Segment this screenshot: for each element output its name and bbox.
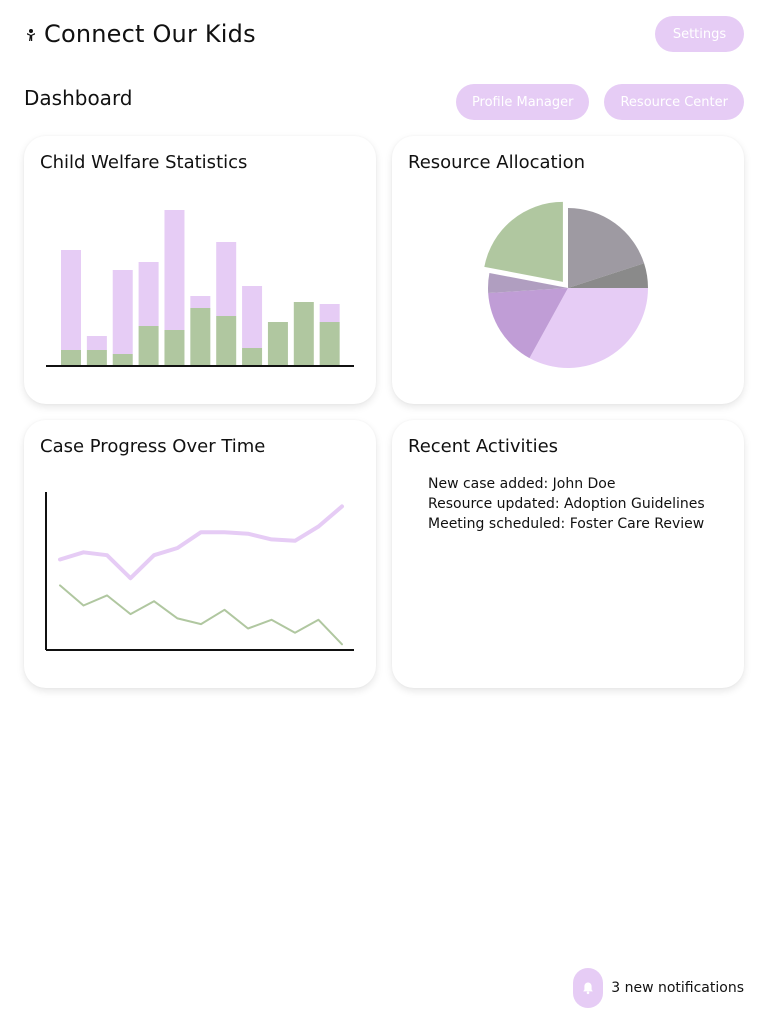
bar-segment: [61, 350, 81, 366]
series-line: [59, 584, 343, 646]
activity-item[interactable]: Meeting scheduled: Foster Care Review: [428, 516, 705, 532]
bar-segment: [242, 348, 263, 366]
bar-segment: [164, 210, 185, 330]
brand[interactable]: Connect Our Kids: [24, 16, 256, 52]
resource-center-button[interactable]: Resource Center: [604, 84, 744, 120]
case-progress-card: Case Progress Over Time: [24, 420, 376, 688]
series-line: [58, 504, 344, 581]
bar-segment: [267, 322, 288, 366]
child-welfare-bar-chart: [46, 210, 354, 367]
app-title: Connect Our Kids: [44, 20, 256, 48]
child-welfare-card: Child Welfare Statistics: [24, 136, 376, 404]
bar-segment: [190, 296, 211, 308]
pie-slice: [568, 263, 648, 288]
bar-segment: [61, 250, 81, 350]
settings-button[interactable]: Settings: [655, 16, 744, 52]
activity-item[interactable]: New case added: John Doe: [428, 476, 616, 492]
resource-allocation-card: Resource Allocation: [392, 136, 744, 404]
bar-segment: [112, 270, 133, 354]
pie-slice: [568, 208, 645, 288]
bar-segment: [319, 304, 340, 322]
child-icon: [24, 27, 38, 41]
recent-activities-card: Recent Activities New case added: John D…: [392, 420, 744, 688]
app-header: Connect Our Kids Settings: [24, 16, 744, 52]
bar-segment: [138, 262, 159, 326]
nav-buttons: Profile Manager Resource Center: [455, 84, 744, 120]
bar-segment: [86, 350, 107, 366]
notifications[interactable]: 3 new notifications: [573, 968, 744, 1008]
card-title: Recent Activities: [408, 436, 559, 457]
case-progress-line-chart: [45, 492, 354, 651]
profile-manager-button[interactable]: Profile Manager: [455, 84, 590, 120]
bar-segment: [216, 316, 237, 366]
bar-segment: [86, 336, 107, 350]
card-title: Child Welfare Statistics: [40, 152, 248, 173]
pie-slice: [529, 288, 648, 368]
pie-slice: [484, 201, 563, 282]
activity-list: New case added: John Doe Resource update…: [428, 474, 705, 534]
page-title: Dashboard: [24, 86, 133, 110]
bar-segment: [216, 242, 237, 316]
bar-segment: [242, 286, 263, 348]
card-title: Case Progress Over Time: [40, 436, 266, 457]
notification-text[interactable]: 3 new notifications: [611, 980, 744, 996]
card-title: Resource Allocation: [408, 152, 586, 173]
resource-allocation-pie-chart: [484, 201, 648, 368]
bar-segment: [293, 302, 314, 366]
bar-segment: [112, 354, 133, 366]
bar-segment: [319, 322, 340, 366]
bell-icon[interactable]: [573, 968, 604, 1008]
activity-item[interactable]: Resource updated: Adoption Guidelines: [428, 496, 705, 512]
dashboard-subheader: Dashboard Profile Manager Resource Cente…: [24, 84, 744, 120]
bar-segment: [138, 326, 159, 366]
bar-segment: [164, 330, 185, 366]
bar-segment: [190, 308, 211, 366]
pie-slice: [488, 288, 568, 359]
pie-slice: [488, 273, 568, 294]
